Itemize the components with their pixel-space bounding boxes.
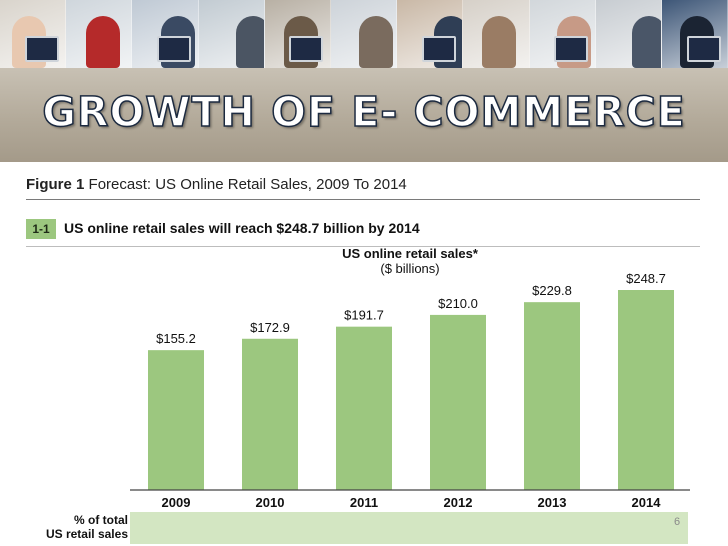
x-tick-label-2011: 2011 (350, 495, 378, 510)
footer-row-label-line1: % of total (74, 513, 128, 527)
figure-caption-text: Forecast: US Online Retail Sales, 2009 T… (88, 176, 407, 193)
banner-photo-man-laptop (198, 0, 265, 68)
banner-photo-hands-keyboard (0, 0, 67, 68)
banner-photo-handshake (661, 0, 728, 68)
title-band (0, 68, 728, 162)
chart-title: US online retail sales* (342, 246, 478, 261)
footer-row-label: % of total US retail sales (22, 513, 128, 541)
data-label-2010: $172.9 (250, 320, 290, 335)
photo-screen-shape (289, 36, 324, 62)
bar-2012 (430, 314, 486, 490)
figure-caption: Figure 1 Forecast: US Online Retail Sale… (26, 176, 407, 193)
chart-number-badge: 1-1 (26, 219, 56, 239)
banner-photo-hands-typing (463, 0, 530, 68)
slide-title: GROWTH OF E- COMMERCE (41, 87, 686, 137)
bar-2013 (524, 302, 580, 490)
data-label-2014: $248.7 (626, 271, 666, 286)
figure-label: Figure 1 (26, 176, 85, 193)
page-number: 6 (674, 516, 681, 528)
bar-2011 (336, 326, 392, 490)
banner-photo-laptop-screen (264, 0, 331, 68)
data-label-2009: $155.2 (156, 331, 196, 346)
banner-photo-woman-desk (529, 0, 596, 68)
chart-headline: US online retail sales will reach $248.7… (64, 220, 420, 236)
x-tick-label-2009: 2009 (162, 495, 191, 510)
photo-person-shape (235, 16, 264, 68)
photo-screen-shape (421, 36, 456, 62)
x-tick-label-2013: 2013 (538, 495, 567, 510)
bar-2009 (148, 350, 204, 490)
banner-photo-man-glasses (330, 0, 398, 68)
photo-screen-shape (554, 36, 589, 62)
banner-photo-woman-laptop (397, 0, 464, 68)
photo-banner (0, 0, 728, 68)
footer-row-label-line2: US retail sales (45, 527, 128, 541)
chart-unit-label: ($ billions) (380, 261, 440, 276)
photo-person-shape (358, 16, 393, 68)
banner-photo-man-red-shirt (66, 0, 133, 68)
photo-screen-shape (157, 36, 192, 62)
photo-screen-shape (686, 36, 721, 62)
footer-row-band (130, 512, 688, 544)
data-label-2012: $210.0 (438, 296, 478, 311)
bar-2014 (618, 290, 674, 490)
data-label-2013: $229.8 (532, 283, 572, 298)
headline-divider (26, 246, 700, 247)
x-tick-label-2014: 2014 (632, 495, 662, 510)
bar-2010 (242, 338, 298, 490)
data-label-2011: $191.7 (344, 308, 384, 323)
photo-person-shape (631, 16, 661, 68)
banner-photo-office-worker (132, 0, 199, 68)
banner-photo-monitor-office (595, 0, 662, 68)
photo-screen-shape (24, 36, 59, 62)
x-tick-label-2010: 2010 (256, 495, 285, 510)
x-tick-label-2012: 2012 (444, 495, 473, 510)
photo-person-shape (86, 16, 121, 68)
caption-divider (26, 199, 700, 200)
photo-person-shape (482, 16, 517, 68)
